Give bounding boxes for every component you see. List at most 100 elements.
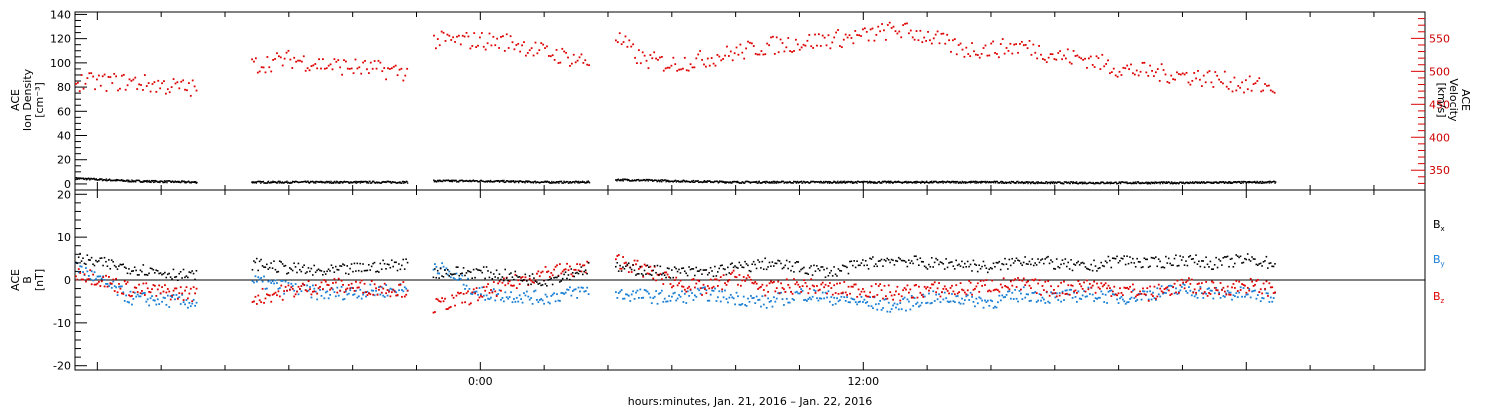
bx-point [948,262,950,264]
bx-point [505,277,508,279]
velocity-point [320,67,322,70]
by-point [1222,295,1225,297]
density-point [115,180,117,182]
velocity-point [906,22,908,25]
velocity-point [1223,70,1226,73]
bx-point [873,265,876,268]
velocity-point [360,72,363,75]
bx-point [1144,258,1147,261]
bx-point [942,262,945,265]
by-point [1107,290,1110,293]
velocity-point [387,67,389,70]
density-point [550,182,552,184]
bz-point [862,288,864,290]
density-point [973,180,976,183]
bz-point [824,283,827,286]
density-point [870,181,872,183]
bx-point [357,269,360,272]
bx-point [1109,259,1111,262]
velocity-point [262,66,265,69]
by-point [164,297,166,299]
bx-point [395,261,397,264]
bz-point [691,278,693,281]
velocity-point [1099,68,1102,70]
bx-point [735,266,738,269]
velocity-point [1124,67,1127,70]
density-point [512,180,515,182]
density-point [355,180,357,183]
bx-point [576,271,578,274]
bx-point [187,276,189,279]
density-point [278,182,281,184]
velocity-point [540,42,543,45]
density-point [526,180,528,182]
bz-point [573,268,576,271]
bx-point [475,268,478,270]
by-point [105,283,107,285]
bz-point [732,269,735,272]
by-point [794,291,797,294]
density-point [502,179,504,182]
bx-point [907,259,910,262]
by-point [181,293,184,296]
by-point [340,285,343,288]
velocity-point [1195,77,1198,80]
density-point [1024,182,1027,184]
by-point [844,299,847,302]
bz-point [432,311,435,314]
velocity-point [147,82,150,84]
bz-point [785,278,788,281]
by-point [534,289,537,292]
density-point [1109,182,1111,184]
bx-point [540,284,542,287]
velocity-point [862,28,864,31]
by-point [1093,300,1096,302]
by-point [663,297,666,300]
bz-point [705,292,708,295]
velocity-point [963,55,966,58]
by-point [1236,296,1239,299]
velocity-point [1047,56,1050,59]
density-point [267,180,270,183]
density-point [489,179,492,182]
bx-point [653,265,656,267]
velocity-point [394,64,397,67]
density-point [903,181,905,184]
density-point [659,180,661,183]
bz-point [118,282,120,285]
by-point [356,296,359,299]
velocity-point [929,39,931,42]
bx-point [625,265,627,268]
bz-point [637,268,640,270]
bz-point [332,282,334,284]
bx-point [747,264,749,267]
bx-point [693,274,696,277]
by-point [623,297,626,300]
bx-point [893,264,896,266]
by-point [1259,300,1262,303]
density-point [1132,182,1134,185]
density-point [955,182,957,184]
bz-point [185,286,188,289]
bx-point [1195,254,1197,256]
bz-point [116,291,119,294]
density-point [532,181,534,183]
velocity-point [576,59,579,62]
by-point [1134,300,1137,303]
bz-point [1244,284,1246,287]
density-point [1029,181,1031,183]
bx-point [370,265,373,268]
by-point [691,292,693,294]
by-point [929,302,932,305]
density-point [772,181,774,183]
bx-point [1205,256,1207,259]
bx-point [1038,261,1041,264]
density-point [95,178,97,180]
by-point [1193,295,1196,298]
by-point [800,288,803,290]
bz-point [487,283,489,285]
velocity-point [1135,69,1138,72]
velocity-point [795,38,797,41]
density-point [451,180,453,183]
